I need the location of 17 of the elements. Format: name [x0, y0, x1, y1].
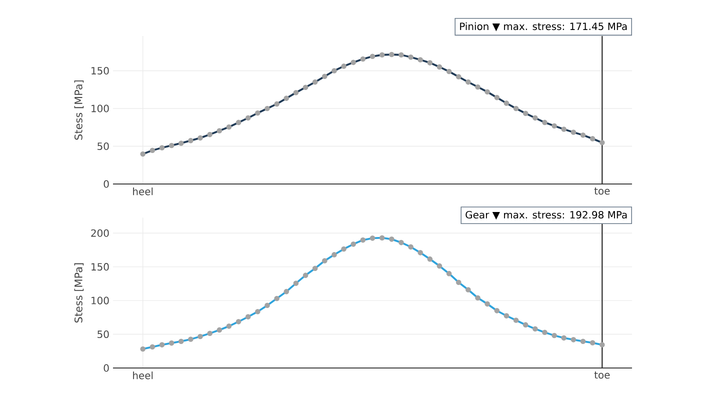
annotation: Gear ▼ max. stress: 192.98 MPa [466, 210, 627, 220]
y-tick-label: 50 [98, 142, 109, 150]
text: Pinion ▼ max. stress: 171.45 MPa [460, 22, 627, 32]
y-tick-label: 100 [92, 296, 109, 304]
y-tick-label: 150 [92, 66, 109, 74]
x-tick-label: toe [594, 188, 610, 195]
y-tick-label: 50 [98, 330, 109, 338]
y-tick-label: 150 [92, 263, 109, 271]
y-tick-label: 0 [104, 180, 109, 188]
x-tick-label: toe [594, 372, 610, 379]
x-tick-label: heel [133, 372, 153, 380]
y-axis-title: Stess [MPa] [74, 263, 84, 323]
y-tick-label: 100 [92, 104, 109, 112]
y-tick-label: 200 [91, 229, 109, 237]
y-tick-label: 0 [104, 364, 109, 372]
x-tick-label: heel [133, 188, 153, 196]
y-axis-title: Stess [MPa] [74, 80, 84, 140]
